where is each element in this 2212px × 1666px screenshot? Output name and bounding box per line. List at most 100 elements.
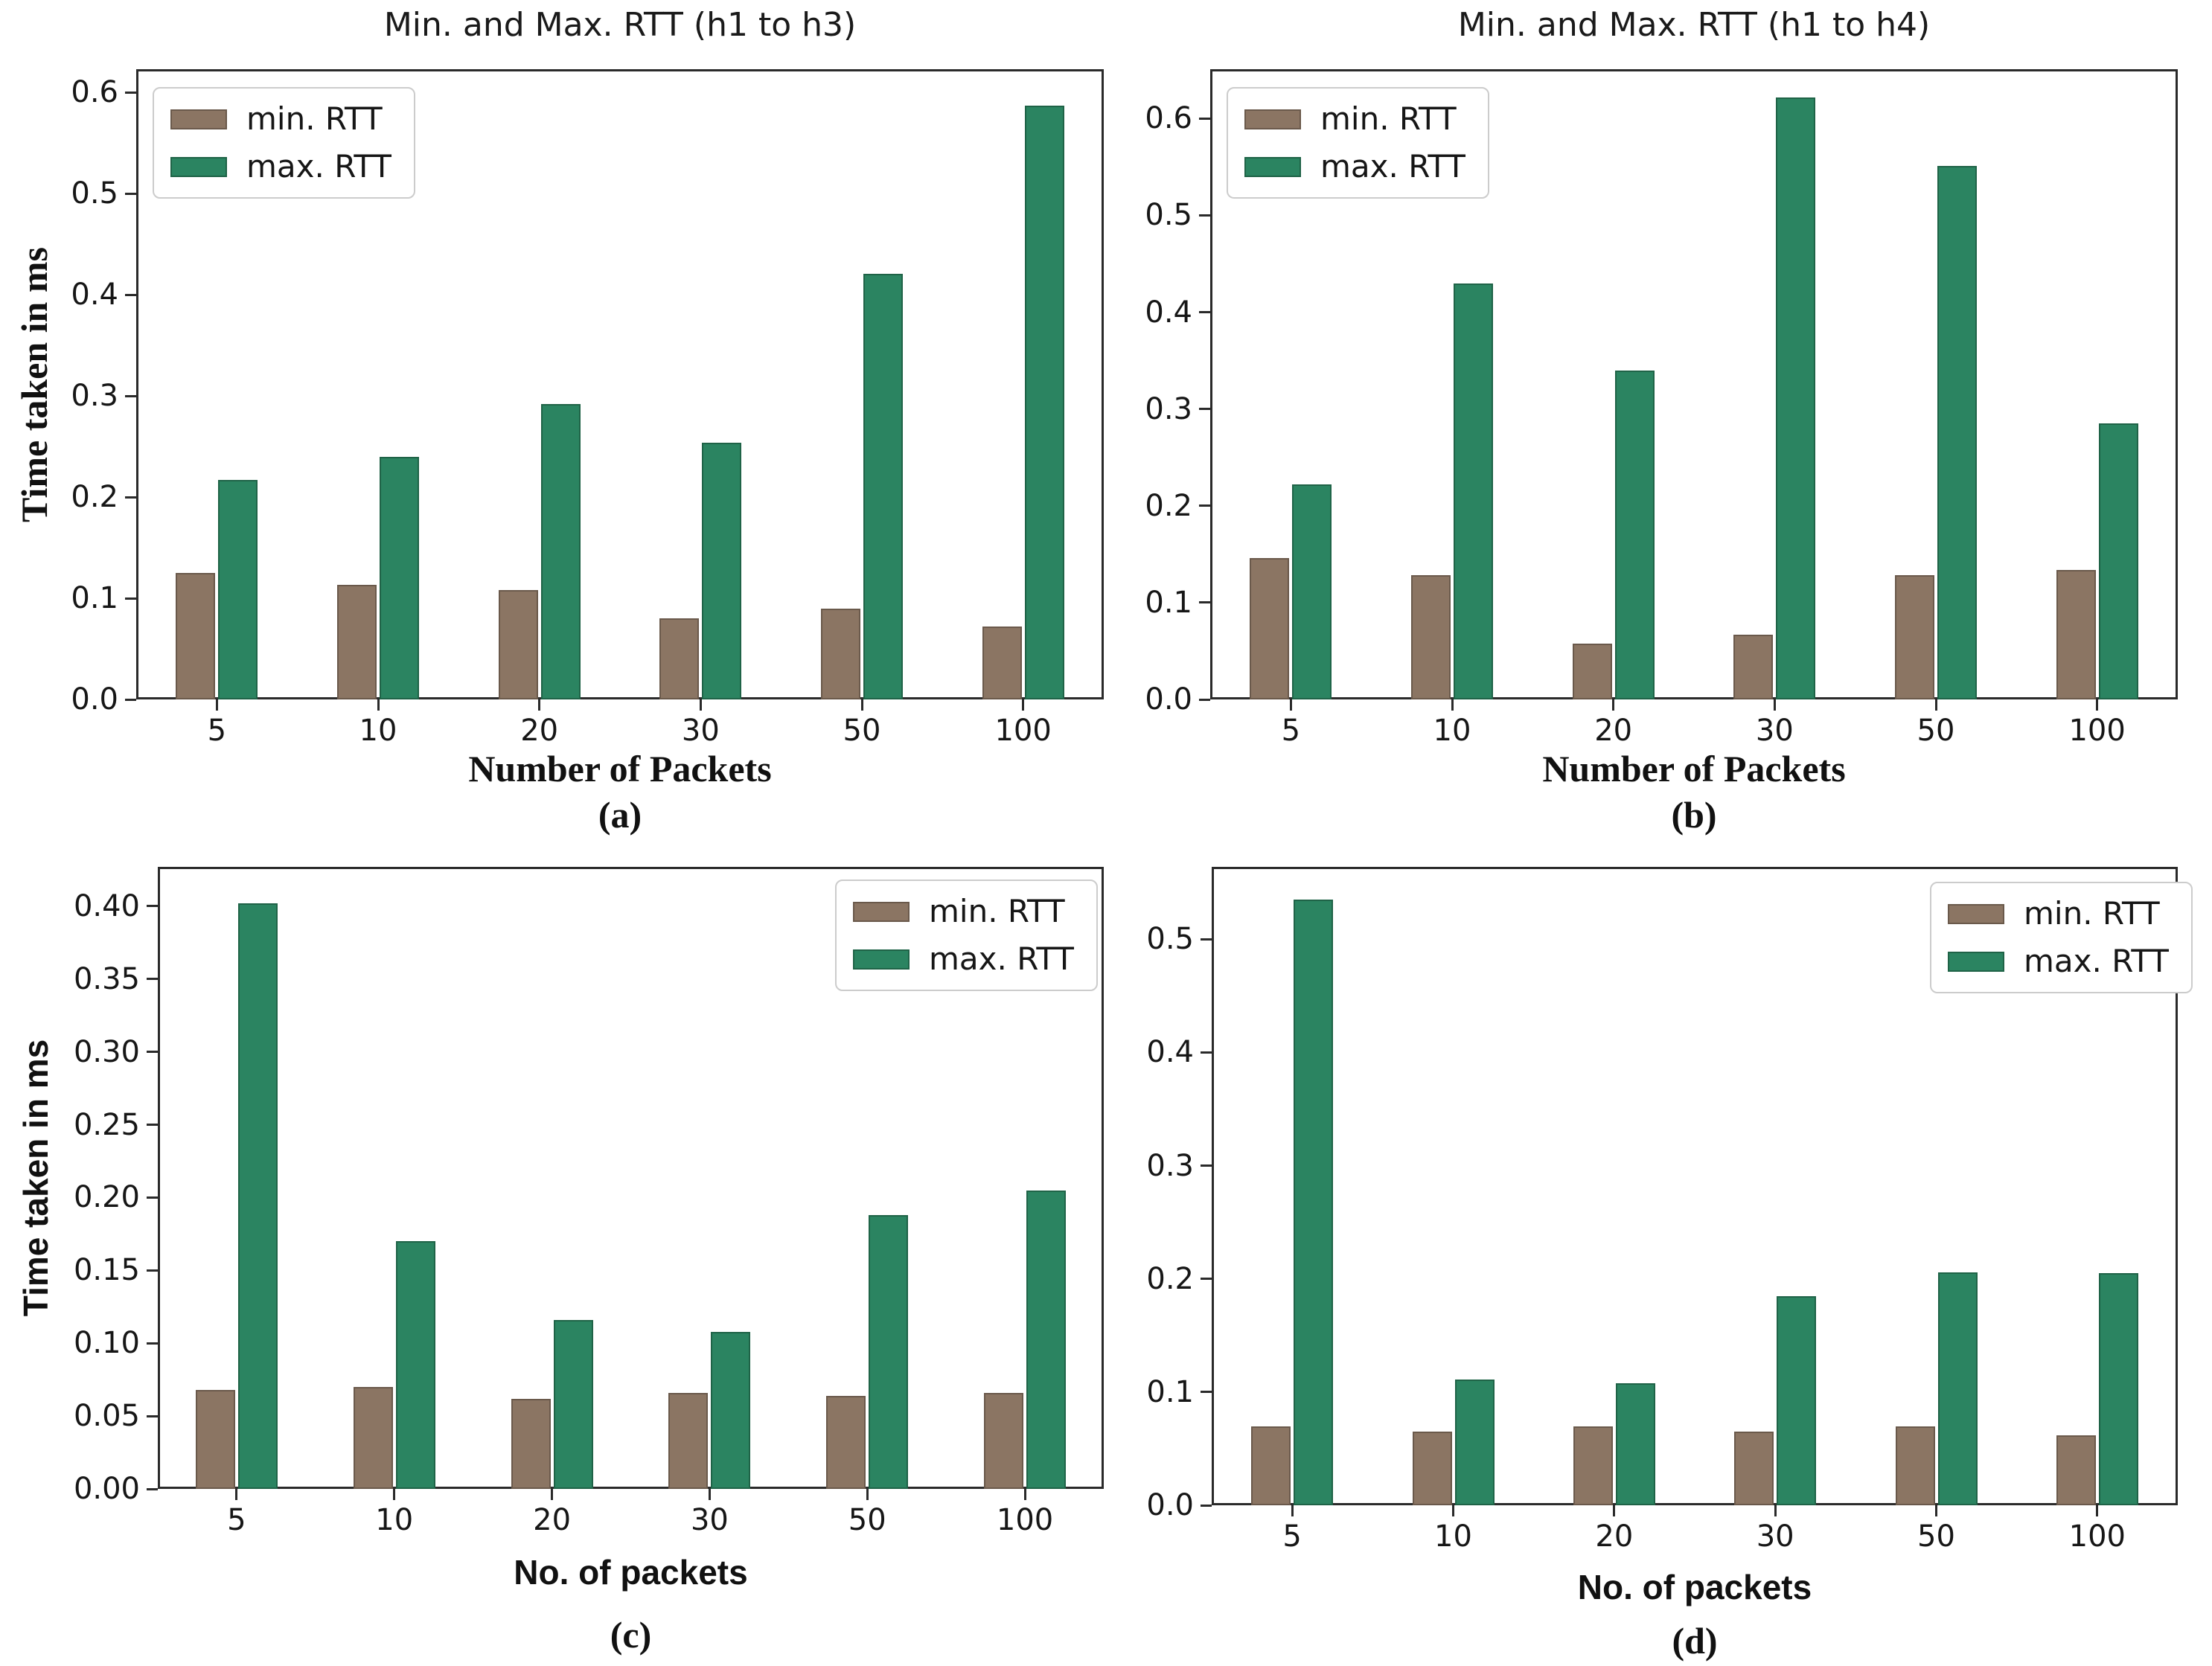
x-axis-label: No. of packets	[514, 1553, 748, 1592]
panel-caption: (a)	[598, 794, 642, 836]
bar-min-rtt	[1573, 1426, 1613, 1505]
y-tick-label: 0.1	[71, 581, 118, 616]
bar-min-rtt	[176, 573, 216, 699]
max-rtt-swatch-icon	[1244, 156, 1301, 177]
y-tick-mark	[1199, 117, 1210, 120]
x-tick-mark	[1022, 699, 1025, 711]
y-tick-label: 0.0	[71, 682, 118, 717]
legend-label: max. RTT	[2024, 943, 2169, 979]
y-tick-mark	[1201, 1504, 1212, 1507]
bar-max-rtt	[1026, 1190, 1067, 1489]
y-tick-label: 0.3	[1145, 391, 1192, 426]
bar-max-rtt	[1776, 97, 1816, 699]
x-axis-label: Number of Packets	[468, 748, 772, 789]
y-tick-label: 0.4	[1146, 1035, 1194, 1070]
y-tick-mark	[147, 1487, 158, 1490]
x-tick-mark	[2096, 1505, 2099, 1516]
legend-label: max. RTT	[1320, 148, 1465, 185]
y-tick-mark	[147, 1051, 158, 1054]
plot-area	[136, 69, 1104, 699]
bar-max-rtt	[1937, 1272, 1978, 1505]
y-tick-mark	[1201, 1164, 1212, 1167]
plot-area	[158, 867, 1104, 1489]
x-tick-label: 20	[1595, 1519, 1634, 1554]
x-tick-mark	[215, 699, 218, 711]
x-tick-label: 20	[520, 714, 559, 748]
y-tick-mark	[147, 1196, 158, 1199]
bar-max-rtt	[2098, 423, 2138, 699]
bar-min-rtt	[1250, 558, 1290, 699]
bar-max-rtt	[1454, 1380, 1495, 1505]
legend-label: min. RTT	[1320, 100, 1457, 137]
y-tick-label: 0.20	[73, 1180, 140, 1215]
legend-entry-max-rtt: max. RTT	[853, 943, 1074, 975]
max-rtt-swatch-icon	[170, 156, 227, 177]
y-tick-mark	[1201, 1278, 1212, 1281]
bar-max-rtt	[395, 1241, 435, 1489]
y-tick-label: 0.00	[73, 1472, 140, 1506]
y-tick-mark	[147, 1415, 158, 1417]
bar-max-rtt	[1937, 166, 1977, 699]
y-tick-mark	[1201, 1391, 1212, 1394]
x-tick-mark	[866, 1489, 869, 1500]
plot-area	[1210, 69, 2178, 699]
min-rtt-swatch-icon	[1244, 109, 1301, 129]
min-rtt-swatch-icon	[1948, 903, 2004, 924]
x-tick-label: 10	[1434, 1519, 1472, 1554]
y-tick-label: 0.40	[73, 888, 140, 923]
x-tick-label: 100	[996, 1503, 1054, 1537]
bar-min-rtt	[668, 1392, 709, 1489]
x-tick-label: 30	[690, 1503, 729, 1537]
panel-caption: (b)	[1671, 794, 1717, 836]
bar-min-rtt	[1412, 1432, 1452, 1505]
x-tick-mark	[235, 1489, 238, 1500]
bar-max-rtt	[1024, 105, 1064, 699]
bar-min-rtt	[659, 618, 700, 699]
panel-caption: (c)	[610, 1614, 652, 1656]
y-tick-mark	[1199, 504, 1210, 507]
legend: min. RTT max. RTT	[1227, 87, 1489, 199]
bar-min-rtt	[1411, 575, 1451, 699]
legend-entry-min-rtt: min. RTT	[170, 103, 391, 135]
x-tick-label: 100	[994, 714, 1052, 748]
chart-title: Min. and Max. RTT (h1 to h3)	[383, 6, 857, 44]
bar-min-rtt	[982, 627, 1022, 699]
legend-label: max. RTT	[929, 941, 1074, 977]
bar-max-rtt	[1292, 484, 1332, 699]
y-tick-mark	[147, 905, 158, 908]
y-tick-label: 0.1	[1146, 1374, 1194, 1409]
bar-max-rtt	[1615, 1383, 1655, 1505]
y-tick-mark	[1199, 408, 1210, 411]
min-rtt-swatch-icon	[853, 901, 910, 922]
bar-min-rtt	[1895, 575, 1934, 699]
y-tick-label: 0.25	[73, 1107, 140, 1142]
bar-min-rtt	[511, 1398, 551, 1489]
x-tick-mark	[1291, 1505, 1294, 1516]
x-tick-label: 50	[1917, 714, 1955, 748]
x-tick-mark	[699, 699, 702, 711]
legend-label: min. RTT	[246, 100, 383, 137]
legend: min. RTT max. RTT	[153, 87, 415, 199]
y-tick-mark	[1199, 601, 1210, 604]
x-tick-label: 5	[1281, 714, 1301, 748]
y-tick-mark	[125, 91, 136, 94]
y-tick-label: 0.10	[73, 1326, 140, 1361]
bar-min-rtt	[984, 1392, 1024, 1489]
bar-max-rtt	[380, 456, 419, 699]
legend-entry-min-rtt: min. RTT	[853, 896, 1074, 927]
bar-min-rtt	[1251, 1426, 1291, 1505]
legend-entry-max-rtt: max. RTT	[170, 151, 391, 182]
y-tick-mark	[125, 597, 136, 600]
legend: min. RTT max. RTT	[1930, 882, 2193, 993]
x-tick-label: 100	[2068, 1519, 2126, 1554]
bar-min-rtt	[821, 608, 860, 699]
chart-panel-d: min. RTT max. RTT No. of packets (d) 0.0…	[1106, 833, 2212, 1666]
x-tick-label: 20	[1594, 714, 1633, 748]
x-tick-label: 30	[1756, 1519, 1794, 1554]
x-tick-label: 50	[848, 1503, 886, 1537]
x-tick-mark	[860, 699, 863, 711]
x-tick-mark	[708, 1489, 711, 1500]
x-tick-mark	[1613, 1505, 1616, 1516]
x-tick-mark	[1935, 1505, 1937, 1516]
x-tick-mark	[1023, 1489, 1026, 1500]
